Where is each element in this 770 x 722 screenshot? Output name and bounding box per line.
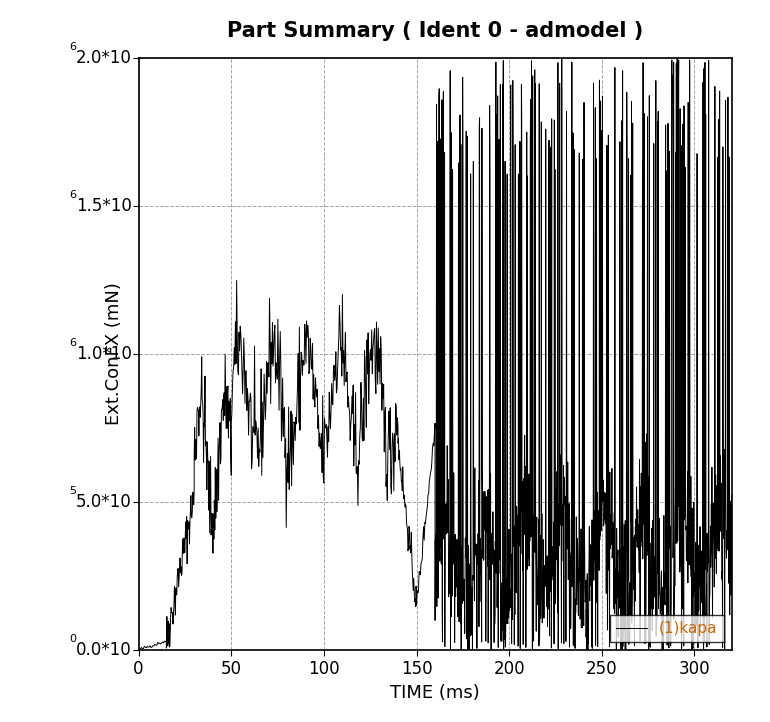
- Text: 0.0*10: 0.0*10: [76, 641, 132, 658]
- Text: 6: 6: [69, 338, 77, 348]
- Text: 6: 6: [69, 190, 77, 200]
- Legend: (1)kapa: (1)kapa: [611, 615, 724, 642]
- Text: 0: 0: [69, 634, 77, 644]
- Text: 1.0*10: 1.0*10: [75, 345, 132, 362]
- Text: 2.0*10: 2.0*10: [75, 49, 132, 66]
- Line: (1)kapa: (1)kapa: [139, 58, 732, 650]
- Text: 6: 6: [69, 42, 77, 52]
- (1)kapa: [727, 491, 736, 500]
- Title: Part Summary ( Ident 0 - admodel ): Part Summary ( Ident 0 - admodel ): [227, 21, 643, 41]
- (1)kapa: [643, 547, 652, 555]
- (1)kapa: [169, 619, 178, 628]
- Text: 5.0*10: 5.0*10: [76, 493, 132, 510]
- (1)kapa: [672, 54, 681, 63]
- (1)kapa: [377, 406, 387, 414]
- Text: 1.5*10: 1.5*10: [75, 197, 132, 214]
- (1)kapa: [401, 500, 410, 508]
- (1)kapa: [614, 570, 623, 578]
- Y-axis label: Ext.ConFX (mN): Ext.ConFX (mN): [105, 282, 122, 425]
- (1)kapa: [134, 645, 143, 653]
- (1)kapa: [527, 645, 537, 653]
- (1)kapa: [457, 645, 466, 654]
- X-axis label: TIME (ms): TIME (ms): [390, 684, 480, 702]
- Text: 5: 5: [69, 486, 77, 496]
